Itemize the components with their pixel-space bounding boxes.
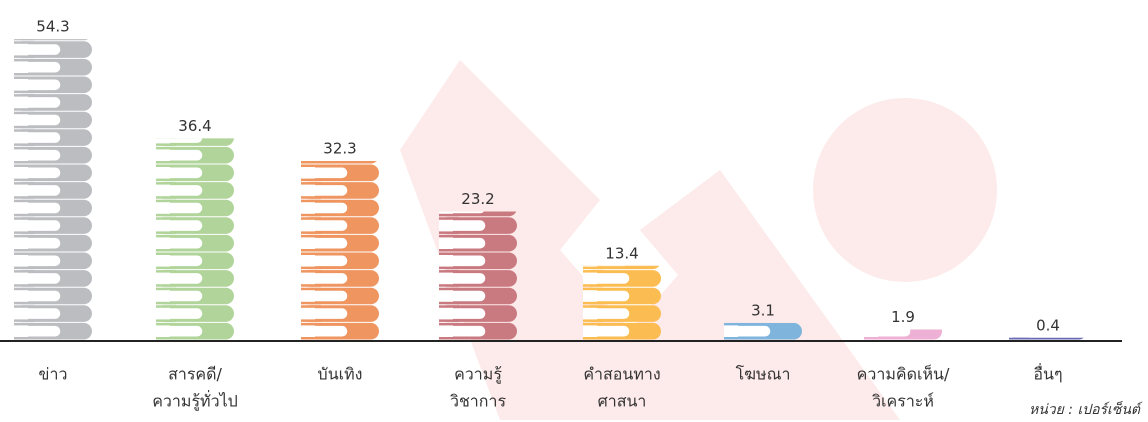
book-pages-left [156, 255, 170, 267]
book-pages-left [583, 265, 597, 267]
x-tick-label: ศาสนา [598, 392, 647, 411]
book-pages-left [301, 290, 315, 302]
watermark-circle [813, 98, 997, 282]
value-label: 3.1 [751, 301, 775, 319]
value-label: 23.2 [461, 190, 494, 208]
book-pages-left [301, 307, 315, 320]
value-label: 13.4 [605, 244, 638, 262]
book-pages-left [439, 325, 453, 337]
book-stack [864, 329, 942, 340]
book-pages-left [14, 79, 28, 91]
book-stack [1009, 325, 1084, 340]
book-cover-left [1009, 337, 1029, 340]
book-pages-left [156, 272, 170, 285]
book-pages-left [439, 255, 453, 267]
book-pages-left [439, 211, 453, 214]
book-pages-left [14, 272, 28, 285]
book-spine [1012, 337, 1084, 340]
book-pages-left [156, 307, 170, 320]
bars [14, 26, 1084, 340]
book-stack [156, 138, 234, 340]
x-tick-label: คำสอนทาง [583, 365, 660, 384]
book-pages-left [14, 43, 28, 56]
book-pages-left [301, 167, 315, 179]
x-tick-label: โฆษณา [736, 365, 791, 384]
unit-note: หน่วย : เปอร์เซ็นต์ [1029, 401, 1143, 418]
book-pages-left [156, 237, 170, 249]
book-pages-left [14, 167, 28, 179]
book-pages-left [14, 307, 28, 320]
book-pages-left [14, 325, 28, 337]
x-tick-label: ความรู้ทั่วไป [152, 390, 238, 412]
book-pages-left [583, 325, 597, 337]
book-stack [439, 211, 517, 340]
book-pages-left [864, 329, 878, 337]
book-cover-left [301, 161, 321, 164]
book-stack [724, 322, 802, 340]
value-label: 1.9 [891, 308, 915, 326]
book-pages-left [14, 219, 28, 232]
book-pages-left [156, 325, 170, 337]
book-pages-left [439, 290, 453, 302]
book-pages-left [583, 272, 597, 285]
x-tick-label: บันเทิง [318, 365, 363, 384]
book-pages-left [583, 307, 597, 320]
book-pages-left [156, 149, 170, 161]
book-pages-left [14, 26, 28, 38]
x-tick-label: วิเคราะห์ [872, 392, 934, 411]
book-pages-left [439, 237, 453, 249]
book-pages-left [14, 202, 28, 214]
book-pages-left [301, 237, 315, 249]
watermark-shape [640, 170, 900, 420]
book-pages-left [301, 149, 315, 161]
value-label: 0.4 [1036, 316, 1060, 334]
book-pages-left [583, 290, 597, 302]
book-pages-left [156, 290, 170, 302]
x-tick-label: สารคดี/ [168, 365, 222, 384]
x-tick-label: ความคิดเห็น/ [857, 364, 950, 384]
value-label: 36.4 [178, 117, 211, 135]
book-pages-left [156, 219, 170, 232]
book-pages-left [14, 96, 28, 109]
book-spine [303, 161, 377, 164]
book-pages-left [156, 184, 170, 197]
book-pages-left [724, 325, 738, 337]
book-pages-left [14, 131, 28, 144]
book-stack [14, 26, 92, 340]
book-pages-left [1009, 325, 1023, 337]
x-tick-label: ความรู้ [454, 365, 502, 385]
book-spine [18, 39, 88, 41]
book-pages-left [14, 149, 28, 161]
book-pages-left [156, 167, 170, 179]
book-pages-left [301, 202, 315, 214]
book-pages-left [439, 272, 453, 285]
book-stack [301, 149, 379, 340]
book-pages-left [301, 255, 315, 267]
book-pages-left [301, 219, 315, 232]
x-tick-label: อื่นๆ [1033, 363, 1062, 384]
value-label: 54.3 [36, 18, 69, 36]
book-pages-left [14, 255, 28, 267]
book-pages-left [14, 114, 28, 126]
x-tick-label: วิชาการ [450, 392, 507, 411]
book-pages-left [14, 290, 28, 302]
book-stack [583, 265, 661, 340]
book-pages-left [439, 307, 453, 320]
book-pages-left [156, 138, 170, 144]
book-pages-left [301, 272, 315, 285]
book-pages-left [14, 61, 28, 73]
book-pages-left [301, 184, 315, 197]
book-pages-left [301, 325, 315, 337]
book-pages-left [14, 237, 28, 249]
book-pages-left [156, 202, 170, 214]
x-tick-label: ข่าว [39, 365, 68, 384]
book-cover-left [583, 265, 603, 270]
book-pages-left [14, 184, 28, 197]
book-pages-left [439, 219, 453, 232]
book-cover-left [14, 39, 34, 41]
value-label: 32.3 [323, 140, 356, 158]
